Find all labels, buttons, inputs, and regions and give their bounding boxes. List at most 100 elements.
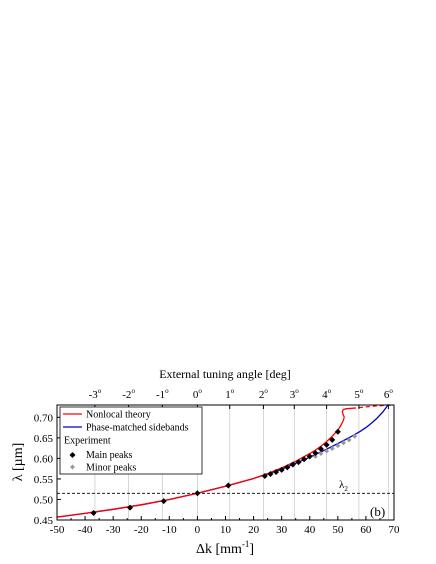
x-tick-label-7: 20 xyxy=(248,524,260,536)
top-tick-degree-4: o xyxy=(231,387,235,395)
y-tick-label-3: 0.60 xyxy=(34,453,54,465)
top-tick-value-6: 3 xyxy=(290,389,296,401)
minor-peak-1 xyxy=(318,450,324,456)
top-tick-value-2: -1 xyxy=(156,389,165,401)
main-peak-3 xyxy=(194,490,201,497)
legend: Nonlocal theory Phase-matched sidebands … xyxy=(59,406,203,475)
x-tick-label-5: 0 xyxy=(195,524,201,536)
legend-header-experiment: Experiment xyxy=(64,436,111,447)
x-axis-label-main: Δk [mm xyxy=(196,542,242,557)
x-tick-label-2: -30 xyxy=(106,524,121,536)
top-tick-value-7: 4 xyxy=(322,389,328,401)
top-tick-degree-5: o xyxy=(264,387,268,395)
x-tick-label-3: -20 xyxy=(134,524,149,536)
main-peak-7 xyxy=(273,468,280,475)
x-axis-label-end: ] xyxy=(249,542,254,557)
top-tick-label-3: 0o xyxy=(193,387,203,401)
x-tick-label-4: -10 xyxy=(162,524,177,536)
top-tick-label-4: 1o xyxy=(225,387,235,401)
main-peak-5 xyxy=(261,473,268,480)
x-tick-label-6: 10 xyxy=(220,524,232,536)
top-tick-label-9: 6o xyxy=(384,387,394,401)
top-tick-value-3: 0 xyxy=(193,389,199,401)
y-axis-label: λ [µm] xyxy=(11,443,26,482)
minor-peak-4 xyxy=(335,443,341,449)
top-axis-ticks: -3o -2o -1o 0o 1o 2o 3o 4o 5o 6o xyxy=(89,387,394,409)
legend-label-minor-peaks: Minor peaks xyxy=(86,463,136,474)
y-tick-label-1: 0.50 xyxy=(34,494,54,506)
top-tick-label-6: 3o xyxy=(290,387,300,401)
x-tick-label-10: 50 xyxy=(332,524,344,536)
main-peak-2 xyxy=(160,498,167,505)
top-tick-label-5: 2o xyxy=(259,387,269,401)
panel-label: (b) xyxy=(370,504,385,519)
x-tick-label-0: -50 xyxy=(50,524,65,536)
top-tick-label-1: -2o xyxy=(122,387,135,401)
main-peak-4 xyxy=(225,482,232,489)
lambda2-symbol: λ xyxy=(339,479,345,491)
x-tick-label-1: -40 xyxy=(78,524,93,536)
legend-label-nonlocal: Nonlocal theory xyxy=(86,410,151,421)
y-tick-label-5: 0.70 xyxy=(34,412,54,424)
minor-peak-5 xyxy=(340,440,346,446)
x-axis-ticks: -50 -40 -30 -20 -10 0 10 20 30 40 50 60 70 xyxy=(50,516,400,536)
top-tick-degree-3: o xyxy=(198,387,202,395)
main-peak-9 xyxy=(284,464,291,471)
y-tick-label-0: 0.45 xyxy=(34,515,54,527)
y-axis-ticks: 0.45 0.50 0.55 0.60 0.65 0.70 xyxy=(34,412,61,527)
main-peak-13 xyxy=(306,453,313,460)
main-peak-17 xyxy=(329,436,336,443)
x-tick-label-11: 60 xyxy=(360,524,372,536)
top-axis-title: External tuning angle [deg] xyxy=(159,367,291,381)
main-peak-15 xyxy=(317,445,324,452)
minor-peak-3 xyxy=(329,446,335,452)
main-peak-1 xyxy=(127,504,134,511)
main-peak-12 xyxy=(301,456,308,463)
top-tick-degree-1: o xyxy=(131,387,135,395)
minor-peak-0 xyxy=(312,453,318,459)
minor-peak-6 xyxy=(346,437,352,443)
x-tick-label-8: 30 xyxy=(276,524,288,536)
x-tick-label-9: 40 xyxy=(304,524,316,536)
main-peak-18 xyxy=(334,428,341,435)
minor-peak-2 xyxy=(324,448,330,454)
x-axis-label-sup: -1 xyxy=(242,539,250,549)
lambda2-sub: 2 xyxy=(344,485,348,493)
legend-marker-minor-peaks xyxy=(70,464,75,470)
main-peak-8 xyxy=(278,466,285,473)
legend-marker-main-peaks xyxy=(69,452,76,458)
top-tick-value-4: 1 xyxy=(225,389,231,401)
y-tick-label-2: 0.55 xyxy=(34,474,54,486)
top-tick-degree-0: o xyxy=(98,387,102,395)
legend-label-main-peaks: Main peaks xyxy=(86,450,132,461)
legend-box xyxy=(59,406,203,475)
top-tick-value-1: -2 xyxy=(122,389,131,401)
legend-label-phase-matched: Phase-matched sidebands xyxy=(86,423,189,434)
top-tick-value-8: 5 xyxy=(354,389,360,401)
top-tick-label-0: -3o xyxy=(89,387,102,401)
main-peak-16 xyxy=(323,441,330,448)
lambda2-label: λ2 xyxy=(339,479,348,493)
top-tick-label-7: 4o xyxy=(322,387,332,401)
main-peak-10 xyxy=(289,461,296,468)
top-tick-degree-7: o xyxy=(328,387,332,395)
top-tick-degree-8: o xyxy=(360,387,364,395)
main-peak-14 xyxy=(312,450,319,457)
top-tick-degree-9: o xyxy=(389,387,393,395)
top-tick-label-8: 5o xyxy=(354,387,364,401)
x-tick-label-12: 70 xyxy=(389,524,401,536)
main-peak-0 xyxy=(90,510,97,517)
y-tick-label-4: 0.65 xyxy=(34,433,54,445)
main-peak-6 xyxy=(267,471,274,477)
x-axis-label: Δk [mm-1] xyxy=(196,539,254,557)
top-tick-value-5: 2 xyxy=(259,389,265,401)
top-tick-label-2: -1o xyxy=(156,387,169,401)
main-peak-11 xyxy=(295,459,302,466)
markers-layer xyxy=(90,428,358,517)
minor-peak-7 xyxy=(352,433,358,439)
series-line-2 xyxy=(341,407,352,418)
top-tick-value-9: 6 xyxy=(384,389,390,401)
top-tick-degree-2: o xyxy=(165,387,169,395)
top-tick-value-0: -3 xyxy=(89,389,99,401)
